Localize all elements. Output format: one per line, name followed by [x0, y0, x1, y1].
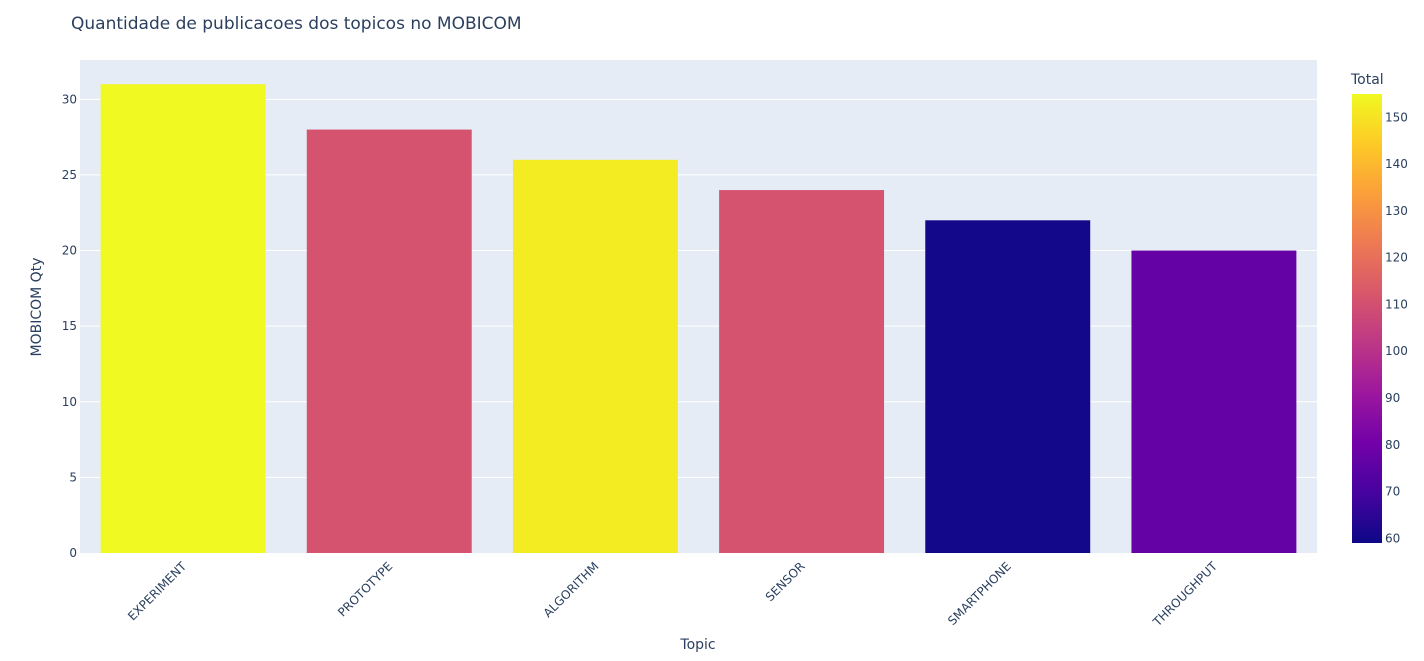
x-axis: EXPERIMENT PROTOTYPE ALGORITHM SENSOR SMARTP…: [125, 559, 1220, 630]
y-tick-label: 25: [62, 168, 77, 182]
colorbar: Total 60 70 80 90 100 110 120 130 140 150: [1350, 72, 1408, 545]
bar-experiment[interactable]: [100, 84, 266, 553]
x-tick-label: THROUGHPUT: [1150, 559, 1221, 630]
bar-throughput[interactable]: [1131, 250, 1297, 553]
colorbar-tick-label: 80: [1385, 438, 1400, 452]
colorbar-tick-label: 130: [1385, 204, 1408, 218]
y-tick-label: 20: [62, 244, 77, 258]
bar-prototype[interactable]: [306, 129, 472, 553]
y-tick-label: 0: [69, 546, 77, 560]
bars: [100, 84, 1297, 554]
y-tick-label: 5: [69, 470, 77, 484]
chart-title: Quantidade de publicacoes dos topicos no…: [71, 14, 522, 34]
x-tick-label: SENSOR: [763, 559, 808, 604]
x-tick-label: EXPERIMENT: [125, 559, 190, 624]
colorbar-tick-label: 60: [1385, 531, 1400, 545]
colorbar-tick-label: 120: [1385, 251, 1408, 265]
x-tick-label: ALGORITHM: [541, 559, 602, 620]
y-axis-title: MOBICOM Qty: [29, 258, 45, 357]
bar-algorithm[interactable]: [512, 159, 678, 553]
colorbar-tick-label: 100: [1385, 344, 1408, 358]
x-tick-label: SMARTPHONE: [945, 559, 1014, 628]
colorbar-title: Total: [1350, 72, 1384, 88]
bar-sensor[interactable]: [719, 190, 885, 553]
grid-lines: [80, 98, 1317, 478]
colorbar-tick-label: 90: [1385, 391, 1400, 405]
colorbar-tick-label: 110: [1385, 297, 1408, 311]
y-tick-label: 10: [62, 395, 77, 409]
x-axis-title: Topic: [679, 637, 715, 653]
y-tick-label: 30: [62, 92, 77, 106]
y-axis: 0 5 10 15 20 25 30: [62, 92, 77, 560]
colorbar-ticks: 60 70 80 90 100 110 120 130 140 150: [1385, 110, 1408, 545]
colorbar-tick-label: 150: [1385, 110, 1408, 124]
plot-area: [80, 60, 1317, 553]
bar-smartphone[interactable]: [925, 220, 1091, 554]
colorbar-tick-label: 140: [1385, 157, 1408, 171]
colorbar-tick-label: 70: [1385, 485, 1400, 499]
y-tick-label: 15: [62, 319, 77, 333]
x-tick-label: PROTOTYPE: [335, 559, 395, 619]
colorbar-gradient: [1352, 94, 1382, 543]
